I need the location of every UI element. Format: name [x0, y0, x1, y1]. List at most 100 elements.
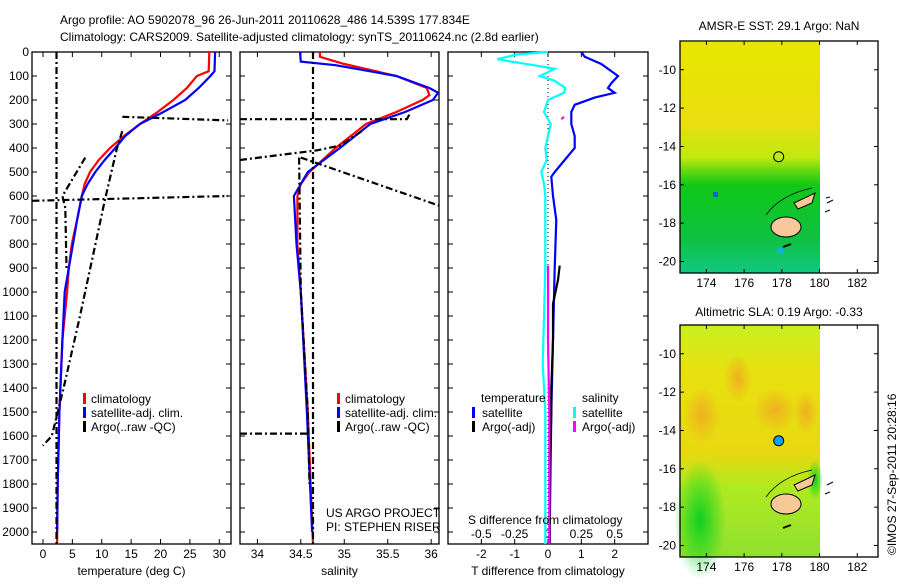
legend-swatch-temp-argo — [472, 421, 475, 432]
title-line-2: Climatology: CARS2009. Satellite-adjuste… — [60, 30, 539, 44]
lat-tick-label: -20 — [659, 538, 677, 552]
x2-tick-label: -0.5 — [471, 527, 492, 541]
lon-tick-label: 182 — [847, 560, 867, 574]
series-argo-raw-qc-inner — [298, 157, 311, 485]
x2-tick-label: 0 — [545, 527, 552, 541]
x-tick-label: 35 — [338, 547, 352, 561]
legend-label-sal-argo: Argo(-adj) — [582, 420, 635, 434]
lat-tick-label: -20 — [659, 254, 677, 268]
x-tick-label: 0 — [40, 547, 47, 561]
series-salinity-satellite — [497, 50, 567, 544]
y-tick-label: 900 — [9, 261, 29, 275]
argo-position-marker — [773, 435, 785, 447]
y-tick-label: 300 — [9, 117, 29, 131]
imos-timestamp: ©IMOS 27-Sep-2011 20:28:16 — [885, 393, 899, 555]
y-tick-label: 600 — [9, 189, 29, 203]
lon-tick-label: 180 — [810, 276, 830, 290]
sst-cold-pixel — [713, 192, 718, 197]
title-line-1: Argo profile: AO 5902078_96 26-Jun-2011 … — [60, 13, 470, 27]
series-argo-raw-qc-280m — [122, 115, 229, 122]
y-tick-label: 1100 — [3, 309, 29, 323]
lon-tick-label: 182 — [847, 276, 867, 290]
y-tick-label: 200 — [9, 93, 29, 107]
x-tick-label: -1 — [509, 547, 520, 561]
lat-tick-label: -14 — [659, 423, 677, 437]
y-tick-label: 1000 — [2, 285, 29, 299]
legend-swatch-sal-argo — [573, 421, 576, 432]
series-salinity-argo-adj- — [560, 115, 565, 121]
sst-field — [680, 42, 820, 273]
legend-swatch-climatology — [83, 393, 86, 404]
series-argo-raw-qc-diagonal — [42, 130, 124, 447]
fiji-islands — [765, 187, 834, 248]
lon-tick-label: 176 — [734, 560, 754, 574]
series-satellite-adj-clim- — [56, 51, 217, 533]
x-tick-label: 0 — [545, 547, 552, 561]
x-tick-label: 36 — [424, 547, 438, 561]
series-salinity-argo-adj-deep — [546, 265, 551, 544]
legend-swatch-climatology — [337, 393, 340, 404]
x-tick-label: 20 — [154, 547, 168, 561]
map-frame — [679, 40, 879, 274]
y-tick-label: 1600 — [2, 429, 29, 443]
x-axis-label: temperature (deg C) — [77, 564, 185, 578]
legend-swatch-sal-satellite — [573, 407, 576, 418]
fiji-islands — [765, 469, 834, 529]
x-tick-label: 30 — [213, 547, 227, 561]
sst-map: AMSR-E SST: 29.1 Argo: NaN 174 176 178 180 1… — [659, 19, 879, 290]
y-tick-label: 400 — [9, 141, 29, 155]
series-climatology — [296, 52, 431, 545]
lat-tick-label: -18 — [659, 216, 677, 230]
legend-label-temp-argo: Argo(-adj) — [482, 420, 535, 434]
y-tick-label: 100 — [9, 69, 29, 83]
series-argo-raw-qc-deep — [300, 156, 440, 207]
lat-tick-label: -10 — [659, 63, 677, 77]
lon-tick-label: 180 — [810, 560, 830, 574]
legend-header-temperature: temperature — [481, 391, 546, 405]
lat-tick-label: -10 — [659, 347, 677, 361]
temperature-legend: climatology satellite-adj. clim. Argo(..… — [83, 392, 183, 434]
legend-label-satellite: satellite-adj. clim. — [345, 406, 437, 420]
y-tick-label: 1200 — [2, 333, 29, 347]
x-tick-label: 5 — [69, 547, 76, 561]
x-tick-label: 34.5 — [289, 547, 313, 561]
x-tick-label: 1 — [578, 547, 585, 561]
y-tick-label: 1700 — [2, 453, 29, 467]
lon-tick-label: 178 — [772, 560, 792, 574]
x-tick-label: 2 — [611, 547, 618, 561]
legend-label-temp-satellite: satellite — [482, 406, 523, 420]
legend-label-argo: Argo(..raw -QC) — [91, 420, 176, 434]
x2-tick-label: 0.25 — [570, 527, 594, 541]
series-argo-raw-qc-upper — [61, 157, 87, 269]
series-temperature-satellite — [548, 51, 620, 544]
series-climatology — [56, 51, 211, 545]
legend-header-salinity: salinity — [582, 391, 619, 405]
y-tick-label: 0 — [22, 45, 29, 59]
x-tick-label: -2 — [476, 547, 487, 561]
x2-tick-label: 0.5 — [606, 527, 623, 541]
lat-tick-label: -16 — [659, 178, 677, 192]
plot-frame — [31, 51, 232, 545]
x-tick-label: 15 — [124, 547, 138, 561]
legend-label-sal-satellite: satellite — [582, 406, 623, 420]
series-argo-raw-qc-610m — [32, 194, 229, 202]
x-tick-label: 34 — [251, 547, 265, 561]
x-axis-label: T difference from climatology — [471, 564, 625, 578]
lon-tick-label: 178 — [772, 276, 792, 290]
x-tick-label: 25 — [183, 547, 197, 561]
x-tick-label: 35.5 — [376, 547, 400, 561]
lon-tick-label: 174 — [696, 560, 716, 574]
plot-frame — [239, 51, 440, 545]
legend-label-climatology: climatology — [91, 392, 151, 406]
legend-label-argo: Argo(..raw -QC) — [345, 420, 430, 434]
legend-swatch-argo — [83, 421, 86, 432]
series-argo-raw-qc-280m — [240, 113, 411, 121]
y-tick-label: 1400 — [2, 381, 29, 395]
x-tick-label: 10 — [95, 547, 109, 561]
legend-swatch-satellite — [83, 407, 86, 418]
lat-tick-label: -12 — [659, 385, 677, 399]
legend-swatch-satellite — [337, 407, 340, 418]
y-tick-label: 800 — [9, 237, 29, 251]
legend-label-climatology: climatology — [345, 392, 405, 406]
panel-3: -2 -1 0 1 2 T difference from climatology -0.5… — [447, 50, 649, 578]
